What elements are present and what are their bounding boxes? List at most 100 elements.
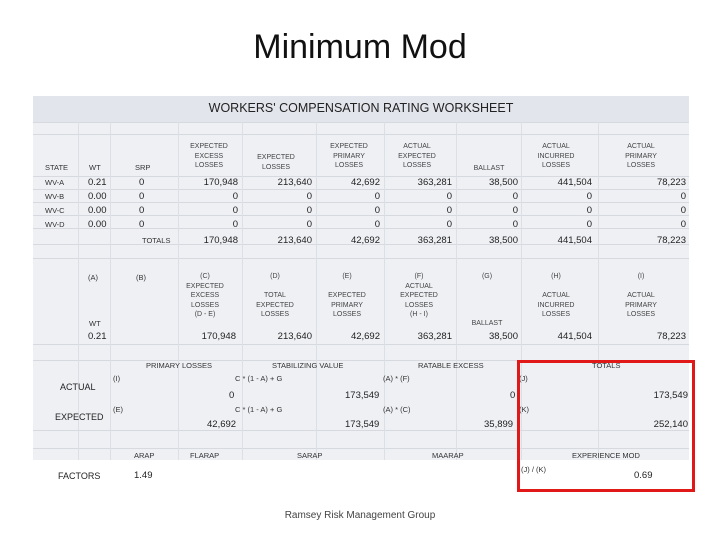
actual-letter: (I) (113, 374, 121, 383)
table-row-exp-primary: 0 (374, 205, 380, 216)
expected-primary-value: 42,692 (207, 419, 237, 430)
expected-letter: (E) (113, 405, 123, 414)
section2-header-d: (D) TOTAL EXPECTED LOSSES (256, 273, 294, 318)
table-row-srp: 0 (139, 205, 145, 216)
table-row-exp-losses: 0 (306, 191, 312, 202)
letter-a: (A) (88, 273, 98, 282)
table-row-act-primary: 0 (680, 219, 686, 230)
section2-e-value: 42,692 (350, 331, 380, 342)
primary-losses-label: PRIMARY LOSSES (146, 361, 212, 370)
totals-exp-losses: 213,640 (277, 235, 312, 246)
table-row-exp-losses: 213,640 (277, 177, 312, 188)
totals-act-incurred: 441,504 (557, 235, 592, 246)
stabilizing-value-label: STABILIZING VALUE (272, 361, 344, 370)
section2-h-value: 441,504 (557, 331, 592, 342)
sarap-label: SARAP (297, 451, 323, 460)
header-expected-losses: EXPECTED LOSSES (257, 154, 295, 171)
section2-header-g: (G) (481, 273, 493, 280)
table-row-act-expected: 0 (446, 205, 452, 216)
section2-g-value: 38,500 (488, 331, 518, 342)
table-row-exp-losses: 0 (306, 219, 312, 230)
factors-label: FACTORS (58, 471, 101, 481)
header-actual-expected: ACTUAL EXPECTED LOSSES (398, 143, 436, 169)
table-row-exp-primary: 42,692 (350, 177, 380, 188)
table-row-wt: 0.00 (88, 219, 107, 230)
ratio-label: (J) / (K) (521, 465, 546, 474)
letter-k: (K) (519, 405, 529, 414)
table-row-exp-primary: 0 (374, 219, 380, 230)
table-row-wt: 0.00 (88, 205, 107, 216)
section2-f-value: 363,281 (417, 331, 452, 342)
table-row-act-expected: 0 (446, 219, 452, 230)
table-row-ballast: 0 (512, 205, 518, 216)
flarap-label: FLARAP (190, 451, 220, 460)
totals-exp-primary: 42,692 (350, 235, 380, 246)
header-expected-primary: EXPECTED PRIMARY LOSSES (330, 143, 368, 169)
totals-label: TOTALS (142, 236, 171, 245)
letter-j: (J) (519, 374, 528, 383)
slide-title: Minimum Mod (253, 28, 467, 66)
header-actual-incurred: ACTUAL INCURRED LOSSES (537, 143, 575, 169)
arap-label: ARAP (134, 451, 155, 460)
section2-header-c: (C) EXPECTED EXCESS LOSSES (D - E) (186, 273, 224, 318)
table-row-exp-primary: 0 (374, 191, 380, 202)
header-ballast: BALLAST (473, 165, 505, 172)
actual-ratable-formula: (A) * (F) (383, 374, 410, 383)
table-row-exp-excess: 0 (232, 205, 238, 216)
header-actual-primary: ACTUAL PRIMARY LOSSES (625, 143, 657, 169)
section2-header-h: (H) ACTUAL INCURRED LOSSES (537, 273, 575, 318)
table-row-act-incurred: 0 (586, 205, 592, 216)
actual-total-value: 173,549 (653, 390, 688, 401)
header-srp: SRP (135, 163, 151, 172)
table-row-ballast: 0 (512, 191, 518, 202)
header-expected-excess: EXPECTED EXCESS LOSSES (190, 143, 228, 169)
actual-stabilizing-value: 173,549 (345, 390, 380, 401)
actual-row-label: ACTUAL (60, 382, 96, 392)
table-row-state: WV-B (45, 192, 65, 201)
table-row-act-primary: 0 (680, 191, 686, 202)
worksheet-background (33, 96, 689, 460)
table-row-act-incurred: 0 (586, 219, 592, 230)
table-row-wt: 0.21 (88, 177, 107, 188)
section2-d-value: 213,640 (277, 331, 312, 342)
table-row-srp: 0 (139, 177, 145, 188)
table-row-act-incurred: 441,504 (557, 177, 592, 188)
table-row-wt: 0.00 (88, 191, 107, 202)
ratable-excess-label: RATABLE EXCESS (418, 361, 484, 370)
table-row-state: WV-D (45, 220, 65, 229)
totals-column-label: TOTALS (592, 361, 621, 370)
section2-ballast-label: BALLAST (471, 320, 503, 327)
arap-value: 1.49 (134, 470, 153, 481)
totals-act-expected: 363,281 (417, 235, 452, 246)
expected-ratable-formula: (A) * (C) (383, 405, 411, 414)
expected-stabilizing-value: 173,549 (345, 419, 380, 430)
section2-header-i: (I) ACTUAL PRIMARY LOSSES (625, 273, 657, 318)
expected-row-label: EXPECTED (55, 412, 104, 422)
table-row-state: WV-A (45, 178, 65, 187)
section2-wt-value: 0.21 (88, 331, 107, 342)
maarap-label: MAARAP (432, 451, 464, 460)
section2-header-f: (F) ACTUAL EXPECTED LOSSES (H - I) (400, 273, 438, 318)
totals-ballast: 38,500 (488, 235, 518, 246)
table-row-exp-losses: 0 (306, 205, 312, 216)
header-state: STATE (45, 163, 69, 172)
section2-header-e: (E) EXPECTED PRIMARY LOSSES (328, 273, 366, 318)
table-row-exp-excess: 170,948 (203, 177, 238, 188)
actual-primary-value: 0 (229, 390, 235, 401)
table-row-act-primary: 0 (680, 205, 686, 216)
table-row-exp-excess: 0 (232, 191, 238, 202)
worksheet-title: WORKERS' COMPENSATION RATING WORKSHEET (208, 101, 514, 115)
highlight-box (517, 360, 695, 492)
expected-ratable-value: 35,899 (484, 419, 514, 430)
actual-formula: C * (1 - A) + G (235, 374, 283, 383)
table-row-act-expected: 363,281 (417, 177, 452, 188)
section2-wt-label: WT (89, 319, 101, 328)
header-wt: WT (89, 163, 101, 172)
experience-mod-label: EXPERIENCE MOD (572, 451, 640, 460)
letter-b: (B) (136, 273, 146, 282)
expected-total-value: 252,140 (653, 419, 688, 430)
expected-formula: C * (1 - A) + G (235, 405, 283, 414)
section2-c-value: 170,948 (201, 331, 236, 342)
table-row-act-primary: 78,223 (656, 177, 686, 188)
worksheet-title-band (33, 96, 689, 122)
